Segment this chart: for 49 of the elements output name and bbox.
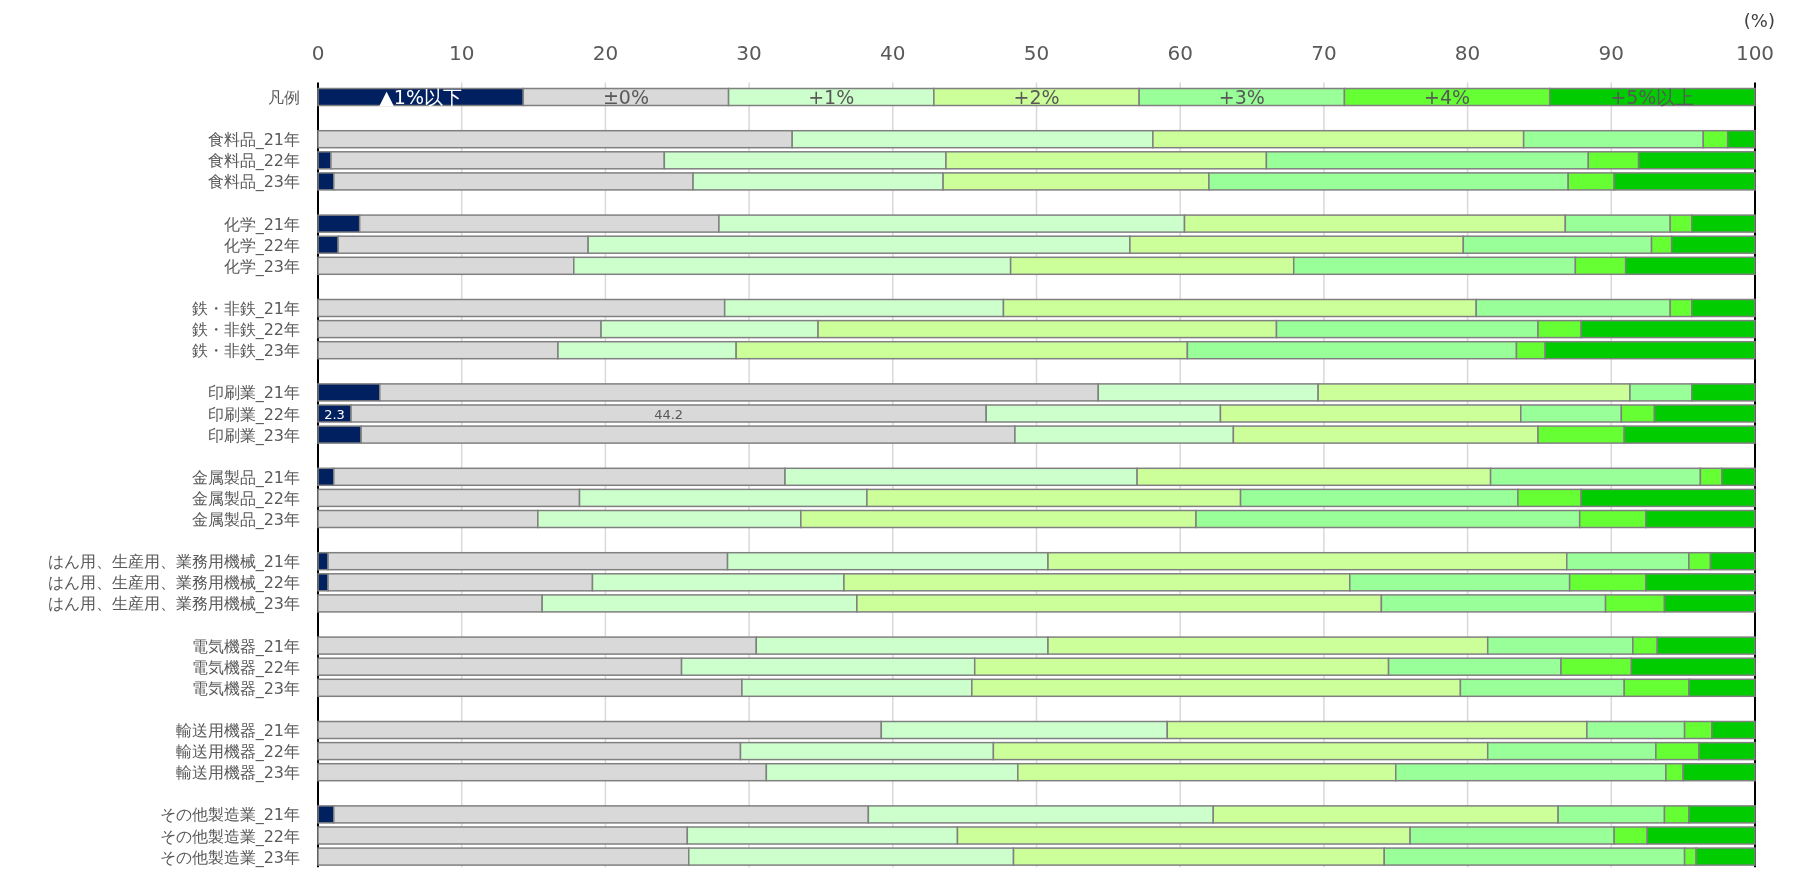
y-tick-label: 金属製品_22年 [191,488,300,509]
y-tick-label: 食料品_23年 [207,172,300,193]
x-tick-label: 40 [880,41,906,65]
y-tick-label: 電気機器_22年 [191,657,300,678]
y-tick-label: 鉄・非鉄_22年 [191,320,300,341]
x-tick-label: 60 [1167,41,1193,65]
y-tick-label: 金属製品_23年 [191,510,300,530]
x-tick-label: 0 [311,41,325,65]
series-label: +1% [808,86,855,108]
y-tick-label: はん用、生産用、業務用機械_22年 [47,573,300,594]
x-axis-title: (%) [1743,10,1775,31]
y-tick-label: はん用、生産用、業務用機械_21年 [47,552,300,573]
y-tick-label: 食料品_22年 [207,151,300,172]
y-tick-label: 鉄・非鉄_23年 [191,341,300,362]
x-tick-label: 50 [1023,41,1050,65]
y-tick-label: 食料品_21年 [207,130,300,151]
data-label: 2.3 [324,406,345,422]
y-tick-label: 印刷業_21年 [207,383,300,404]
y-tick-label: 鉄・非鉄_21年 [191,299,300,319]
y-tick-label: その他製造業_22年 [159,826,300,847]
text: +5%以上 [1610,86,1695,108]
y-tick-label: 輸送用機器_22年 [175,742,300,763]
y-tick-label: 輸送用機器_21年 [175,721,300,741]
y-tick-label: 化学_22年 [223,235,300,256]
y-tick-label: 印刷業_22年 [207,404,300,425]
series-label: ±0% [602,86,649,108]
y-tick-label: 金属製品_21年 [191,467,300,488]
y-tick-label: はん用、生産用、業務用機械_23年 [47,594,300,615]
y-tick-label: 電気機器_21年 [191,636,300,657]
data-label: 44.2 [654,406,684,422]
x-tick-label: 70 [1311,41,1337,65]
y-tick-label: 輸送用機器_23年 [175,763,300,784]
x-tick-label: 20 [592,41,619,65]
x-tick-label: 30 [736,41,762,65]
x-tick-label: 100 [1735,41,1775,65]
y-tick-label: 電気機器_23年 [191,678,300,699]
y-tick-label: 化学_21年 [223,214,300,235]
y-tick-label: 化学_23年 [223,256,300,277]
y-tick-label: 印刷業_23年 [207,425,300,446]
legend-title: 凡例 [268,88,300,107]
text: +2% [1013,86,1060,108]
text: ▲1%以下 [379,86,463,108]
text: +4% [1424,86,1471,108]
x-tick-label: 80 [1454,41,1481,65]
text: +3% [1218,86,1265,108]
x-tick-label: 10 [448,41,475,65]
x-tick-label: 90 [1598,41,1625,65]
y-tick-label: その他製造業_23年 [159,847,300,868]
y-tick-label: その他製造業_21年 [159,805,300,826]
